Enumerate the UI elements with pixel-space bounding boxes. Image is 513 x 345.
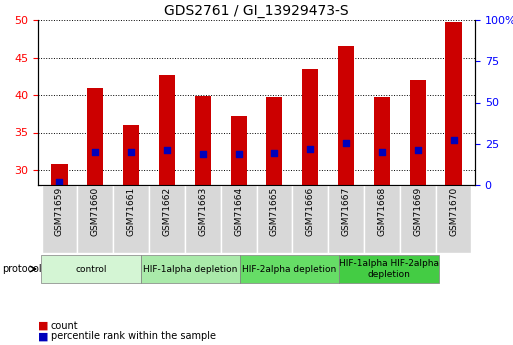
Text: GSM71664: GSM71664 — [234, 187, 243, 236]
Point — [199, 151, 207, 156]
Point — [91, 149, 100, 155]
Text: percentile rank within the sample: percentile rank within the sample — [51, 332, 216, 341]
Bar — [240, 255, 339, 283]
Bar — [185, 185, 221, 253]
Text: GSM71662: GSM71662 — [163, 187, 171, 236]
Text: ■: ■ — [38, 321, 49, 331]
Bar — [266, 97, 283, 185]
Bar — [51, 164, 68, 185]
Bar — [328, 185, 364, 253]
Text: GSM71660: GSM71660 — [91, 187, 100, 236]
Text: HIF-1alpha HIF-2alpha
depletion: HIF-1alpha HIF-2alpha depletion — [339, 259, 439, 279]
Point — [342, 140, 350, 146]
Bar — [87, 88, 104, 185]
Bar — [230, 116, 247, 185]
Text: HIF-1alpha depletion: HIF-1alpha depletion — [143, 265, 238, 274]
Text: count: count — [51, 321, 78, 331]
Bar — [292, 185, 328, 253]
Bar — [374, 97, 390, 185]
Text: GSM71667: GSM71667 — [342, 187, 350, 236]
Point — [234, 151, 243, 156]
Title: GDS2761 / GI_13929473-S: GDS2761 / GI_13929473-S — [164, 3, 349, 18]
Bar — [339, 255, 439, 283]
Point — [306, 146, 314, 151]
Bar — [256, 185, 292, 253]
Point — [449, 138, 458, 143]
Text: ■: ■ — [38, 332, 49, 341]
Text: GSM71666: GSM71666 — [306, 187, 315, 236]
Text: HIF-2alpha depletion: HIF-2alpha depletion — [243, 265, 337, 274]
Point — [378, 149, 386, 155]
Text: GSM71663: GSM71663 — [198, 187, 207, 236]
Bar — [445, 22, 462, 185]
Bar — [77, 185, 113, 253]
Text: protocol: protocol — [2, 264, 42, 274]
Text: GSM71659: GSM71659 — [55, 187, 64, 236]
Point — [55, 179, 64, 185]
Bar — [338, 46, 354, 185]
Bar — [409, 80, 426, 185]
Point — [163, 147, 171, 152]
Bar — [400, 185, 436, 253]
Text: GSM71665: GSM71665 — [270, 187, 279, 236]
Text: GSM71669: GSM71669 — [413, 187, 422, 236]
Bar — [436, 185, 471, 253]
Bar — [141, 255, 240, 283]
Bar — [123, 125, 139, 185]
Bar — [42, 255, 141, 283]
Point — [127, 149, 135, 155]
Bar — [42, 185, 77, 253]
Point — [413, 148, 422, 153]
Text: GSM71668: GSM71668 — [378, 187, 386, 236]
Bar — [221, 185, 256, 253]
Bar — [364, 185, 400, 253]
Point — [270, 150, 279, 156]
Bar — [113, 185, 149, 253]
Bar — [195, 96, 211, 185]
Bar — [302, 69, 318, 185]
Text: GSM71661: GSM71661 — [127, 187, 135, 236]
Text: GSM71670: GSM71670 — [449, 187, 458, 236]
Bar — [159, 75, 175, 185]
Bar — [149, 185, 185, 253]
Text: control: control — [75, 265, 107, 274]
